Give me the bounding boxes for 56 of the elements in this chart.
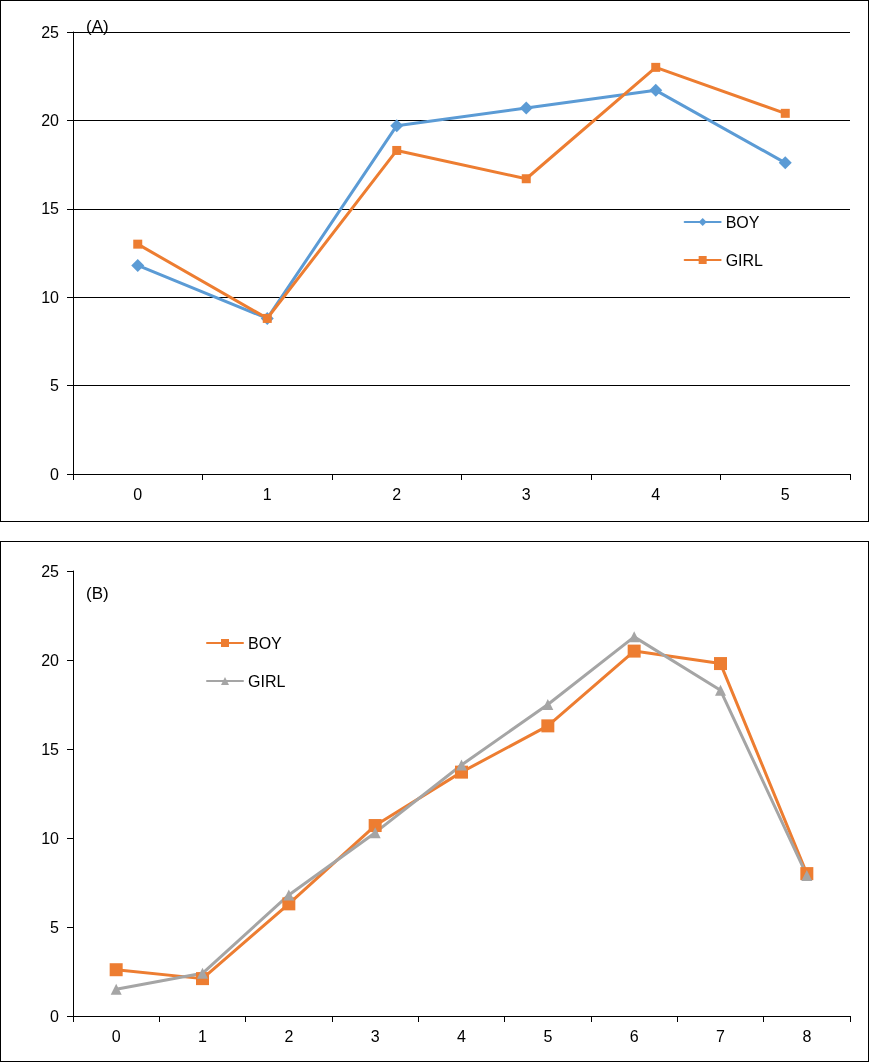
x-tick-label: 6 (629, 1027, 639, 1045)
point (110, 983, 122, 995)
x-tick-label: 4 (457, 1027, 467, 1045)
y-tick-label: 15 (41, 740, 60, 758)
legend-label: BOY (248, 634, 283, 652)
point (369, 827, 381, 839)
y-tick-label: 0 (50, 465, 60, 483)
point (627, 644, 641, 658)
y-tick-label: 5 (50, 377, 60, 395)
x-tick-label: 1 (198, 1027, 208, 1045)
y-tick-label: 5 (50, 918, 60, 936)
point (542, 699, 554, 710)
x-tick-label: 1 (262, 485, 272, 503)
point (131, 258, 145, 272)
x-tick-label: 0 (111, 1027, 121, 1045)
x-tick-label: 4 (651, 485, 661, 503)
y-tick-label: 20 (41, 111, 60, 129)
point (714, 657, 727, 671)
point (390, 119, 404, 133)
point (109, 963, 123, 977)
y-tick-label: 15 (41, 200, 60, 218)
point (628, 631, 640, 643)
legend-label: GIRL (248, 672, 286, 690)
y-tick-label: 0 (50, 1007, 60, 1025)
point (651, 62, 661, 72)
y-tick-label: 25 (41, 23, 60, 41)
point (283, 889, 295, 901)
point (649, 83, 663, 97)
x-tick-label: 7 (716, 1027, 726, 1045)
x-tick-label: 3 (370, 1027, 380, 1045)
y-tick-label: 10 (41, 829, 60, 847)
x-tick-label: 5 (543, 1027, 553, 1045)
chart-title: (A) (86, 17, 109, 36)
legend-label: BOY (725, 213, 760, 231)
point (541, 719, 555, 733)
point (780, 108, 790, 118)
x-tick-label: 5 (780, 485, 790, 503)
y-tick-label: 25 (41, 562, 60, 580)
point (392, 145, 402, 155)
text: (B) (86, 584, 109, 603)
point (521, 174, 531, 184)
point (456, 759, 467, 771)
x-tick-label: 3 (521, 485, 531, 503)
point (368, 819, 382, 833)
point (778, 156, 792, 170)
x-tick-label: 8 (802, 1027, 812, 1045)
legend-label: GIRL (725, 251, 764, 269)
point (715, 684, 726, 696)
point (133, 239, 143, 249)
point (519, 101, 533, 115)
x-tick-label: 2 (284, 1027, 294, 1045)
y-tick-label: 20 (41, 651, 60, 669)
x-tick-label: 0 (133, 485, 143, 503)
x-tick-label: 2 (392, 485, 402, 503)
y-tick-label: 10 (41, 288, 60, 306)
point (197, 967, 208, 979)
